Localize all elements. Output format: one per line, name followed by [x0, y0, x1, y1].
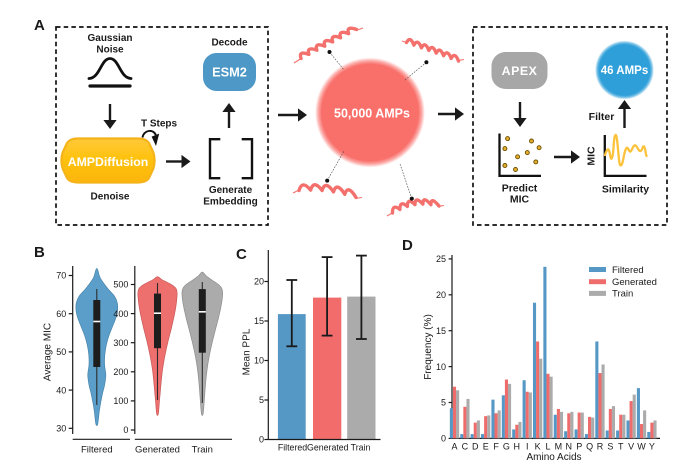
svg-text:Denoise: Denoise	[91, 192, 130, 203]
svg-text:40: 40	[56, 385, 66, 395]
svg-text:300: 300	[113, 338, 128, 348]
svg-text:L: L	[545, 442, 550, 452]
svg-text:Predict: Predict	[502, 183, 538, 195]
svg-text:Generated: Generated	[135, 445, 180, 456]
svg-text:20: 20	[436, 290, 446, 300]
svg-text:100: 100	[113, 396, 128, 406]
svg-text:A: A	[34, 17, 45, 34]
svg-text:Filtered: Filtered	[612, 265, 644, 276]
svg-text:P: P	[576, 442, 582, 452]
svg-text:400: 400	[113, 309, 128, 319]
svg-text:0: 0	[441, 434, 446, 444]
svg-text:T: T	[618, 442, 624, 452]
svg-text:Noise: Noise	[96, 45, 124, 56]
svg-text:10: 10	[254, 356, 264, 366]
svg-text:Filtered: Filtered	[81, 445, 113, 456]
svg-text:APEX: APEX	[502, 64, 538, 78]
svg-text:ESM2: ESM2	[212, 65, 247, 80]
svg-text:MIC: MIC	[586, 146, 598, 166]
svg-text:20: 20	[254, 277, 264, 287]
svg-text:Average MIC: Average MIC	[43, 323, 54, 381]
svg-text:200: 200	[113, 367, 128, 377]
svg-text:B: B	[34, 244, 45, 261]
svg-text:C: C	[462, 442, 469, 452]
svg-text:25: 25	[436, 254, 446, 264]
svg-text:D: D	[402, 237, 413, 254]
svg-text:W: W	[637, 442, 646, 452]
svg-text:70: 70	[56, 271, 66, 281]
svg-text:50,000 AMPs: 50,000 AMPs	[334, 107, 410, 121]
svg-text:T Steps: T Steps	[141, 119, 178, 130]
svg-text:Train: Train	[612, 289, 633, 300]
svg-text:Y: Y	[649, 442, 655, 452]
svg-text:E: E	[483, 442, 489, 452]
svg-text:0: 0	[259, 435, 264, 445]
svg-text:60: 60	[56, 309, 66, 319]
svg-text:0: 0	[123, 425, 128, 435]
svg-text:5: 5	[441, 398, 446, 408]
svg-text:H: H	[514, 442, 521, 452]
svg-text:I: I	[526, 442, 529, 452]
svg-text:15: 15	[436, 326, 446, 336]
svg-text:M: M	[555, 442, 563, 452]
svg-text:50: 50	[56, 347, 66, 357]
svg-text:MIC: MIC	[510, 194, 530, 206]
svg-text:S: S	[607, 442, 613, 452]
svg-text:Decode: Decode	[211, 38, 248, 49]
svg-text:Mean PPL: Mean PPL	[242, 328, 253, 375]
svg-text:46 AMPs: 46 AMPs	[601, 65, 649, 77]
svg-text:Frequency (%): Frequency (%)	[423, 314, 434, 380]
svg-text:AMPDiffusion: AMPDiffusion	[68, 155, 149, 169]
svg-text:30: 30	[56, 424, 66, 434]
svg-text:G: G	[503, 442, 510, 452]
svg-text:Gaussian: Gaussian	[87, 33, 132, 44]
svg-text:D: D	[472, 442, 479, 452]
svg-text:15: 15	[254, 316, 264, 326]
svg-text:A: A	[451, 442, 457, 452]
svg-text:Filter: Filter	[589, 111, 615, 123]
svg-text:Similarity: Similarity	[602, 184, 649, 196]
svg-text:K: K	[535, 442, 541, 452]
svg-text:Embedding: Embedding	[203, 197, 257, 208]
svg-text:Filtered: Filtered	[278, 443, 307, 453]
svg-text:5: 5	[259, 395, 264, 405]
svg-text:V: V	[628, 442, 634, 452]
svg-text:F: F	[493, 442, 499, 452]
svg-text:R: R	[597, 442, 604, 452]
svg-text:10: 10	[436, 362, 446, 372]
svg-text:Generated: Generated	[307, 443, 349, 453]
svg-text:Amino Acids: Amino Acids	[526, 452, 581, 463]
svg-text:500: 500	[113, 280, 128, 290]
svg-text:Generated: Generated	[612, 277, 657, 288]
svg-text:N: N	[566, 442, 573, 452]
svg-text:Train: Train	[192, 445, 213, 456]
svg-text:C: C	[236, 246, 247, 263]
svg-text:Train: Train	[351, 443, 371, 453]
svg-text:Generate: Generate	[209, 185, 253, 196]
svg-text:Q: Q	[586, 442, 593, 452]
